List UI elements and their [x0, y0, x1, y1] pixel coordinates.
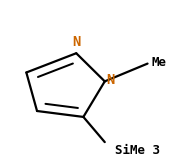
Text: Me: Me [151, 56, 166, 69]
Text: N: N [107, 73, 115, 87]
Text: N: N [72, 35, 80, 49]
Text: SiMe 3: SiMe 3 [115, 144, 160, 157]
